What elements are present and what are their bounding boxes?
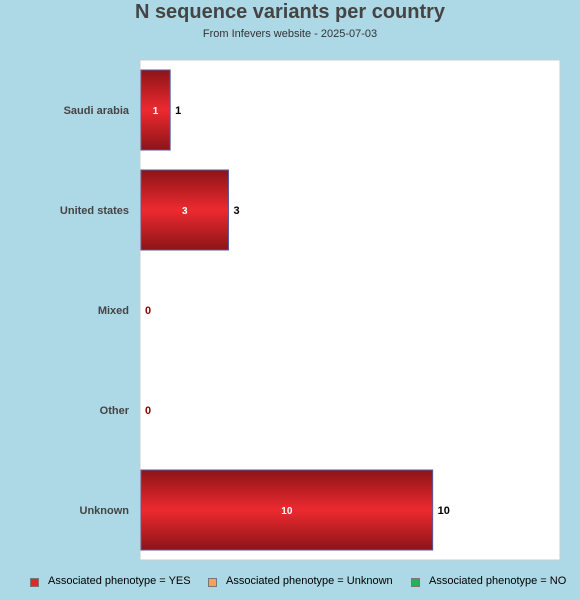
- total-label-saudi-arabia: 1: [175, 105, 181, 117]
- legend-label-yes: Associated phenotype = YES: [48, 575, 191, 587]
- legend-label-no: Associated phenotype = NO: [429, 575, 567, 587]
- chart-title: N sequence variants per country: [134, 1, 446, 23]
- legend-swatch-unknown: [208, 578, 217, 587]
- total-label-mixed: 0: [145, 305, 151, 317]
- bar-saudi-arabia-series-0[interactable]: [140, 69, 171, 151]
- legend-swatch-no: [411, 578, 420, 587]
- category-label-united-states: United states: [60, 205, 129, 217]
- bar-unknown-series-0[interactable]: [140, 469, 434, 551]
- category-label-mixed: Mixed: [98, 305, 129, 317]
- bar-value-label-unknown: 10: [281, 506, 293, 517]
- category-label-saudi-arabia: Saudi arabia: [64, 105, 130, 117]
- legend-swatch-yes: [30, 578, 39, 587]
- bar-value-label-united-states: 3: [182, 206, 188, 217]
- chart-subtitle: From Infevers website - 2025-07-03: [202, 28, 378, 40]
- legend-label-unknown: Associated phenotype = Unknown: [226, 575, 393, 587]
- total-label-other: 0: [145, 405, 151, 417]
- category-label-unknown: Unknown: [80, 505, 130, 517]
- category-label-other: Other: [100, 405, 130, 417]
- bar-value-label-saudi-arabia: 1: [153, 106, 159, 117]
- total-label-unknown: 10: [438, 505, 450, 517]
- chart-legend: Associated phenotype = YES Associated ph…: [0, 574, 580, 590]
- total-label-united-states: 3: [234, 205, 240, 217]
- bar-united-states-series-0[interactable]: [140, 169, 229, 251]
